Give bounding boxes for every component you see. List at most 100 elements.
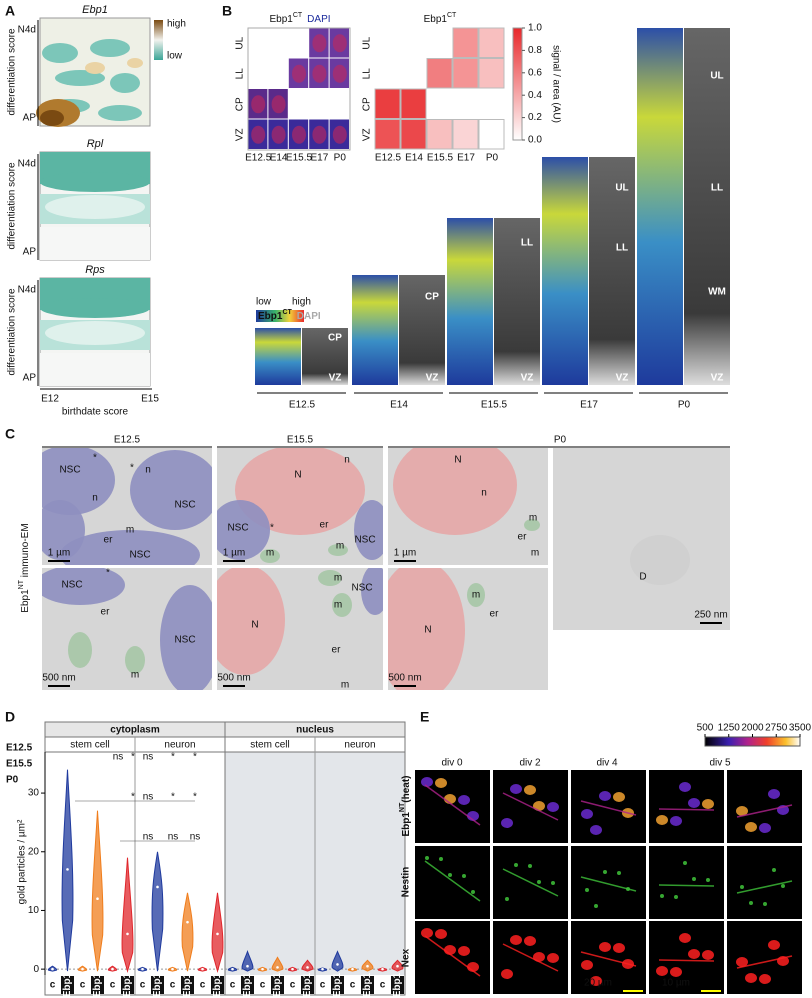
- median: [321, 967, 324, 971]
- scale-bar: [701, 990, 721, 992]
- cell-signal: [603, 870, 607, 874]
- scale-bar: [700, 622, 722, 624]
- em-label: *: [270, 523, 274, 534]
- neurite: [502, 943, 559, 972]
- cell-signal: [736, 957, 748, 967]
- em-structure: [42, 500, 85, 560]
- micrograph-signal: [332, 34, 347, 53]
- contour: [45, 195, 145, 219]
- cell-signal: [421, 928, 433, 938]
- layer-label: LL: [711, 183, 723, 194]
- median: [336, 963, 339, 966]
- band: [40, 353, 150, 386]
- row-label: Nex: [401, 948, 412, 967]
- contour: [110, 73, 140, 93]
- heatmap-cell: [374, 119, 401, 150]
- category-label: Ebp1: [242, 972, 253, 997]
- label-sup: CT: [293, 12, 303, 19]
- cell-signal: [425, 856, 429, 860]
- median: [366, 964, 369, 968]
- em-structure: [42, 448, 115, 515]
- micrograph-signal: [271, 95, 286, 114]
- contour: [40, 298, 150, 318]
- side-label: Ebp1NT immuno-EM: [18, 523, 30, 612]
- legend-low: low: [167, 51, 183, 62]
- em-label: m: [126, 525, 134, 536]
- heatmap-title: Ebp1: [82, 4, 108, 16]
- column-label: P0: [486, 153, 499, 164]
- dapi-image: [589, 157, 635, 385]
- y-axis-label: differentiation score: [7, 28, 18, 116]
- heatmap-cell: [426, 58, 453, 89]
- median: [351, 967, 354, 971]
- category-box: [151, 976, 164, 994]
- fluorescence-image: [571, 770, 646, 843]
- median: [186, 920, 189, 924]
- em-label: m: [334, 600, 342, 611]
- stage-label: E15.5: [481, 400, 508, 411]
- row-label: UL: [362, 36, 373, 49]
- neurite: [580, 876, 637, 892]
- cell-signal: [599, 791, 611, 801]
- y-axis-label: gold particles / µm²: [17, 819, 28, 904]
- group-label: neuron: [344, 740, 375, 751]
- cell-signal: [510, 784, 522, 794]
- row-label: CP: [362, 97, 373, 111]
- em-structure: [524, 519, 540, 531]
- layer-label: LL: [521, 238, 533, 249]
- band: [40, 227, 150, 260]
- column-label: P0: [554, 435, 567, 446]
- category-box: [331, 976, 344, 994]
- category-label: c: [320, 980, 326, 991]
- category-box: [301, 976, 314, 994]
- violin: [181, 892, 194, 972]
- cell-signal: [772, 868, 776, 872]
- cell-signal: [547, 802, 559, 812]
- colorbar-tick-label: 3500: [789, 723, 812, 734]
- cell-signal: [692, 877, 696, 881]
- violin: [301, 959, 314, 972]
- heat-image: [637, 28, 683, 385]
- y-tick-label: 0: [33, 964, 39, 975]
- scale-bar-label: 1 µm: [223, 548, 245, 559]
- y-bottom-label: AP: [23, 113, 37, 124]
- fluorescence-image: [649, 846, 724, 919]
- colorbar-tick-label: 0.0: [528, 135, 542, 146]
- category-box: [271, 976, 284, 994]
- category-label: c: [110, 980, 116, 991]
- panel-label: D: [5, 709, 15, 725]
- category-box: [211, 976, 224, 994]
- contour: [45, 321, 145, 345]
- em-structure: [318, 570, 342, 586]
- em-label: er: [101, 607, 111, 618]
- median: [81, 967, 84, 971]
- x-axis-label: birthdate score: [62, 407, 129, 418]
- section-label: cytoplasm: [110, 725, 160, 736]
- panel-label: B: [222, 3, 232, 19]
- x-end-label: E15: [141, 394, 159, 405]
- neurite: [502, 868, 559, 897]
- em-structure: [217, 500, 270, 560]
- heat-image: [542, 157, 588, 385]
- em-label: *: [106, 568, 110, 579]
- em-label: NSC: [354, 535, 375, 546]
- em-label: er: [490, 609, 500, 620]
- y-tick-label: 10: [28, 905, 40, 916]
- colorbar-label: signal / area (AU): [550, 45, 561, 123]
- layer-label: VZ: [329, 373, 342, 384]
- scale-bar-label: 500 nm: [388, 673, 421, 684]
- em-structure: [328, 544, 348, 556]
- neurite: [658, 884, 715, 887]
- em-label: N: [294, 470, 301, 481]
- significance-label: *: [131, 792, 135, 803]
- em-label: NSC: [174, 500, 195, 511]
- dapi-image: [494, 218, 540, 385]
- em-structure: [260, 549, 280, 563]
- colorbar-tick-label: 0.2: [528, 112, 542, 123]
- category-box: [361, 976, 374, 994]
- heatmap-cell: [452, 27, 479, 58]
- legend-high: high: [292, 297, 311, 308]
- cell-signal: [613, 943, 625, 953]
- cell-signal: [510, 935, 522, 945]
- cell-signal: [745, 822, 757, 832]
